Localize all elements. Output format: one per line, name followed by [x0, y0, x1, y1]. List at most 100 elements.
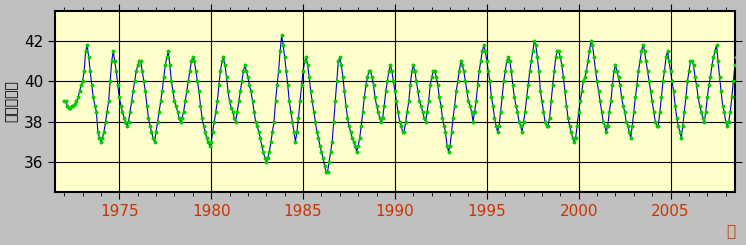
Point	[294, 99, 306, 103]
Point	[412, 89, 424, 93]
Point	[550, 55, 562, 59]
Point	[339, 89, 351, 93]
Point	[153, 110, 165, 113]
Point	[282, 84, 294, 87]
Point	[480, 49, 492, 53]
Point	[436, 116, 448, 120]
Point	[147, 136, 159, 140]
Point	[645, 89, 656, 93]
Point	[406, 69, 418, 73]
Point	[439, 130, 451, 134]
Point	[272, 69, 284, 73]
Point	[291, 130, 303, 134]
Point	[551, 49, 563, 53]
Point	[316, 150, 327, 154]
Point	[576, 89, 588, 93]
Point	[110, 69, 122, 73]
Point	[92, 130, 104, 134]
Point	[115, 104, 127, 108]
Point	[577, 79, 589, 83]
Point	[214, 69, 226, 73]
Point	[69, 101, 81, 105]
Point	[363, 69, 375, 73]
Point	[531, 55, 543, 59]
Point	[611, 69, 623, 73]
Point	[190, 69, 202, 73]
Point	[416, 110, 428, 113]
Point	[274, 49, 286, 53]
Point	[438, 124, 450, 128]
Point	[471, 84, 483, 87]
Point	[539, 120, 551, 123]
Point	[132, 63, 144, 67]
Point	[329, 99, 341, 103]
Point	[490, 124, 502, 128]
Point	[124, 110, 136, 113]
Point	[164, 63, 176, 67]
Point	[122, 120, 134, 123]
Point	[672, 124, 684, 128]
Point	[646, 99, 658, 103]
Point	[150, 130, 162, 134]
Point	[109, 59, 121, 63]
Point	[221, 75, 233, 79]
Point	[89, 104, 101, 108]
Point	[516, 130, 528, 134]
Point	[330, 79, 342, 83]
Point	[630, 96, 642, 99]
Point	[377, 116, 389, 120]
Point	[170, 104, 182, 108]
Point	[371, 104, 383, 108]
Y-axis label: 北緯（度）: 北緯（度）	[4, 81, 18, 122]
Point	[573, 110, 585, 113]
Point	[60, 99, 72, 103]
Point	[604, 110, 615, 113]
Point	[743, 89, 746, 93]
Point	[245, 89, 257, 93]
Point	[598, 120, 609, 123]
Point	[134, 59, 145, 63]
Point	[413, 99, 425, 103]
Point	[357, 110, 369, 113]
Point	[659, 69, 671, 73]
Point	[106, 59, 118, 63]
Point	[378, 104, 390, 108]
Point	[657, 79, 669, 83]
Point	[739, 59, 746, 63]
Point	[547, 84, 559, 87]
Point	[298, 59, 310, 63]
Point	[454, 69, 466, 73]
Point	[96, 136, 108, 140]
Point	[651, 124, 662, 128]
Point	[251, 124, 263, 128]
Point	[505, 69, 517, 73]
Point	[295, 84, 307, 87]
Point	[178, 110, 189, 113]
Point	[680, 96, 692, 99]
Point	[228, 116, 240, 120]
Point	[144, 124, 156, 128]
Point	[634, 59, 646, 63]
Point	[198, 124, 210, 128]
Point	[614, 84, 626, 87]
Point	[101, 110, 113, 113]
Point	[211, 99, 223, 103]
Point	[518, 120, 530, 123]
Point	[720, 120, 732, 123]
Point	[383, 69, 395, 73]
Point	[721, 124, 733, 128]
Point	[429, 69, 441, 73]
Point	[325, 150, 336, 154]
Point	[118, 116, 130, 120]
Point	[430, 75, 442, 79]
Point	[468, 110, 480, 113]
Point	[636, 49, 648, 53]
Point	[435, 104, 447, 108]
Point	[289, 140, 301, 144]
Point	[545, 99, 557, 103]
Point	[528, 39, 540, 43]
Point	[669, 104, 681, 108]
Point	[483, 69, 495, 73]
Point	[131, 69, 142, 73]
Point	[395, 124, 407, 128]
